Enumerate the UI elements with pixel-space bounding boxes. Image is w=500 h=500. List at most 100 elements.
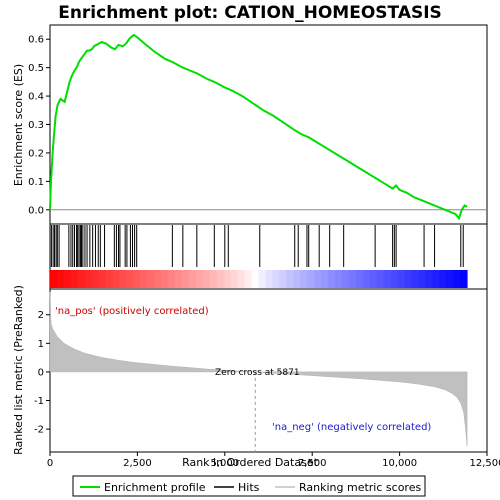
heatmap-segment	[279, 270, 287, 288]
x-tick-label: 2,500	[123, 458, 152, 469]
heatmap-segment	[432, 270, 440, 288]
heatmap-segment	[63, 270, 72, 288]
heatmap-segment	[175, 270, 183, 288]
heatmap-segment	[154, 270, 162, 288]
ranked-y-axis: -2 -1 0 1 2	[34, 310, 50, 436]
heatmap-segment	[460, 270, 468, 288]
heatmap-segment	[362, 270, 371, 288]
ranking-metric-area	[49, 291, 468, 447]
heatmap-segment	[446, 270, 454, 288]
heatmap-segment	[251, 270, 260, 288]
heatmap-segment	[404, 270, 412, 288]
negative-correlation-label: 'na_neg' (negatively correlated)	[272, 422, 431, 433]
heatmap-segment	[216, 270, 225, 288]
heatmap-segment	[258, 270, 266, 288]
heatmap-segment	[161, 270, 169, 288]
es-y-tick-label: 0.3	[28, 120, 44, 131]
legend-box	[72, 475, 426, 497]
heatmap-segment	[209, 270, 218, 288]
x-tick-label: 0	[47, 458, 53, 469]
heatmap-segment	[230, 270, 239, 288]
heatmap-segment	[140, 270, 148, 288]
heatmap-segment	[237, 270, 246, 288]
zero-cross-label: Zero cross at 5871	[215, 368, 300, 378]
chart-title: Enrichment plot: CATION_HOMEOSTASIS	[58, 3, 442, 23]
heatmap-segment	[341, 270, 350, 288]
es-y-axis: 0.0 0.1 0.2 0.3 0.4 0.5 0.6	[28, 35, 50, 216]
heatmap-segment	[91, 270, 100, 288]
heatmap-segment	[265, 270, 273, 288]
heatmap-segment	[334, 270, 343, 288]
heatmap-segment	[390, 270, 399, 288]
heatmap-segment	[56, 270, 65, 288]
ranked-y-tick-label: 2	[38, 310, 44, 321]
ranked-y-tick-label: -2	[34, 425, 44, 436]
heatmap-segment	[189, 270, 197, 288]
heatmap-segment	[112, 270, 121, 288]
legend-hits-label: Hits	[238, 481, 260, 494]
positive-correlation-label: 'na_pos' (positively correlated)	[55, 306, 209, 317]
es-y-tick-label: 0.1	[28, 177, 44, 188]
legend-enrichment-profile: Enrichment profile	[80, 481, 206, 494]
ranked-y-tick-label: 1	[38, 339, 44, 350]
es-y-tick-label: 0.2	[28, 148, 44, 159]
heatmap-segment	[307, 270, 315, 288]
x-tick-label: 10,000	[382, 458, 417, 469]
heatmap-segment	[223, 270, 232, 288]
heatmap-segment	[272, 270, 280, 288]
heatmap-segment	[314, 270, 322, 288]
es-y-axis-label: Enrichment score (ES)	[12, 64, 25, 186]
heatmap-segment	[98, 270, 107, 288]
legend-ranking-metric: Ranking metric scores	[275, 481, 421, 494]
es-y-tick-label: 0.0	[28, 205, 44, 216]
heatmap-segment	[397, 270, 406, 288]
heatmap-segment	[126, 270, 134, 288]
hits-markers	[50, 225, 464, 267]
heatmap-segment	[119, 270, 127, 288]
heatmap-segment	[147, 270, 155, 288]
heatmap-segment	[453, 270, 461, 288]
enrichment-profile-line	[49, 33, 468, 221]
x-tick-label: 12,500	[470, 458, 500, 469]
heatmap-segment	[411, 270, 419, 288]
heatmap-segment	[133, 270, 141, 288]
heatmap-segment	[182, 270, 190, 288]
heatmap-segment	[168, 270, 176, 288]
heatmap-segment	[300, 270, 308, 288]
heatmap-segment	[244, 270, 253, 288]
x-axis: 0 2,500 5,000 7,500 10,000 12,500	[47, 452, 500, 469]
ranking-heatmap-bar	[50, 270, 468, 288]
heatmap-segment	[195, 270, 204, 288]
legend-enrichment-label: Enrichment profile	[104, 481, 206, 494]
heatmap-segment	[328, 270, 336, 288]
legend-ranking-label: Ranking metric scores	[299, 481, 421, 494]
heatmap-segment	[202, 270, 211, 288]
heatmap-segment	[77, 270, 86, 288]
heatmap-segment	[425, 270, 433, 288]
heatmap-segment	[418, 270, 426, 288]
heatmap-segment	[84, 270, 93, 288]
heatmap-segment	[286, 270, 294, 288]
es-y-tick-label: 0.4	[28, 92, 44, 103]
x-tick-label: 7,500	[298, 458, 327, 469]
heatmap-segment	[369, 270, 378, 288]
heatmap-segment	[383, 270, 392, 288]
heatmap-segment	[70, 270, 79, 288]
x-tick-label: 5,000	[210, 458, 239, 469]
heatmap-segment	[105, 270, 114, 288]
heatmap-segment	[321, 270, 329, 288]
heatmap-segment	[50, 270, 58, 288]
heatmap-segment	[376, 270, 385, 288]
heatmap-segment	[439, 270, 447, 288]
es-y-tick-label: 0.6	[28, 35, 44, 46]
es-y-tick-label: 0.5	[28, 63, 44, 74]
x-axis-label: Rank in Ordered Dataset	[182, 456, 319, 469]
legend-hits: Hits	[214, 481, 260, 494]
heatmap-segment	[293, 270, 301, 288]
es-panel-frame	[49, 24, 488, 225]
ranked-y-tick-label: -1	[34, 396, 44, 407]
heatmap-segment	[355, 270, 364, 288]
heatmap-segment	[348, 270, 357, 288]
ranked-y-axis-label: Ranked list metric (PreRanked)	[12, 285, 25, 455]
